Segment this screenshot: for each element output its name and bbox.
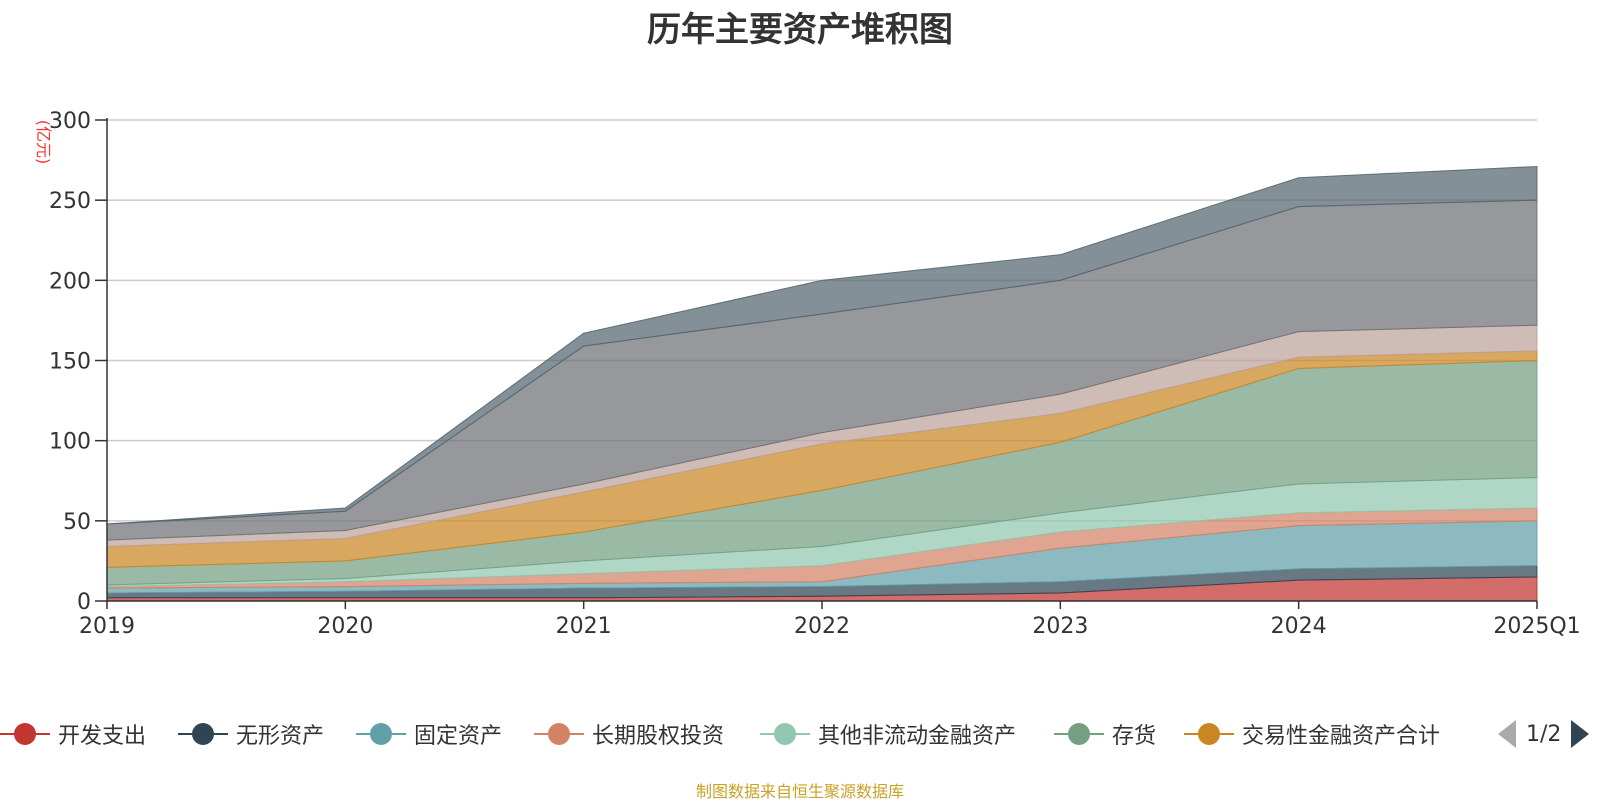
- legend-marker-icon: [1054, 723, 1104, 745]
- legend-label: 无形资产: [236, 724, 325, 749]
- legend-marker-icon: [1184, 723, 1234, 745]
- legend-item-6[interactable]: 交易性金融资产合计: [1184, 718, 1440, 750]
- legend-label: 开发支出: [58, 724, 147, 749]
- legend-label: 交易性金融资产合计: [1242, 724, 1441, 749]
- legend-marker-icon: [534, 723, 584, 745]
- legend-item-2[interactable]: 固定资产: [356, 718, 502, 750]
- y-tick-label: 50: [63, 510, 91, 535]
- y-tick-label: 300: [49, 109, 91, 134]
- legend-item-3[interactable]: 长期股权投资: [534, 718, 724, 750]
- legend-marker-icon: [0, 723, 50, 745]
- legend: 开发支出 无形资产 固定资产 长期股权投资 其他非流动金融资产 存货 交易性金融资产合计 1…: [0, 718, 1600, 758]
- legend-marker-icon: [178, 723, 228, 745]
- y-axis-unit-label: (亿元): [34, 120, 53, 165]
- legend-item-5[interactable]: 存货: [1054, 718, 1156, 750]
- legend-pager: 1/2: [1498, 718, 1590, 750]
- legend-label: 其他非流动金融资产: [818, 724, 1017, 749]
- y-tick-label: 200: [49, 269, 91, 294]
- x-tick-label: 2023: [1032, 614, 1088, 639]
- legend-marker-icon: [760, 723, 810, 745]
- x-tick-label: 2020: [317, 614, 373, 639]
- y-tick-label: 100: [49, 430, 91, 455]
- area-series-9: [106, 165, 1538, 525]
- x-tick-label: 2021: [556, 614, 612, 639]
- legend-label: 长期股权投资: [592, 724, 725, 749]
- x-tick-label: 2019: [79, 614, 135, 639]
- x-tick-label: 2025Q1: [1493, 614, 1580, 639]
- chart-title: 历年主要资产堆积图: [647, 10, 953, 50]
- x-tick-label: 2024: [1271, 614, 1327, 639]
- legend-label: 固定资产: [414, 724, 503, 749]
- legend-label: 存货: [1112, 724, 1157, 749]
- legend-marker-icon: [356, 723, 406, 745]
- legend-page-indicator: 1/2: [1526, 721, 1562, 747]
- y-tick-label: 0: [77, 590, 91, 615]
- legend-item-4[interactable]: 其他非流动金融资产: [760, 718, 1016, 750]
- legend-item-0[interactable]: 开发支出: [0, 718, 146, 750]
- source-note: 制图数据来自恒生聚源数据库: [695, 782, 904, 801]
- axes: 0 50 100 150 200 250 300 2019 2020 2021 2022 2023 20…: [49, 109, 1581, 639]
- legend-prev-page-icon[interactable]: [1498, 720, 1516, 748]
- y-tick-label: 250: [49, 189, 91, 214]
- x-tick-label: 2022: [794, 614, 850, 639]
- y-tick-label: 150: [49, 350, 91, 375]
- legend-next-page-icon[interactable]: [1571, 720, 1590, 748]
- stacked-areas: [106, 165, 1538, 602]
- legend-item-1[interactable]: 无形资产: [178, 718, 324, 750]
